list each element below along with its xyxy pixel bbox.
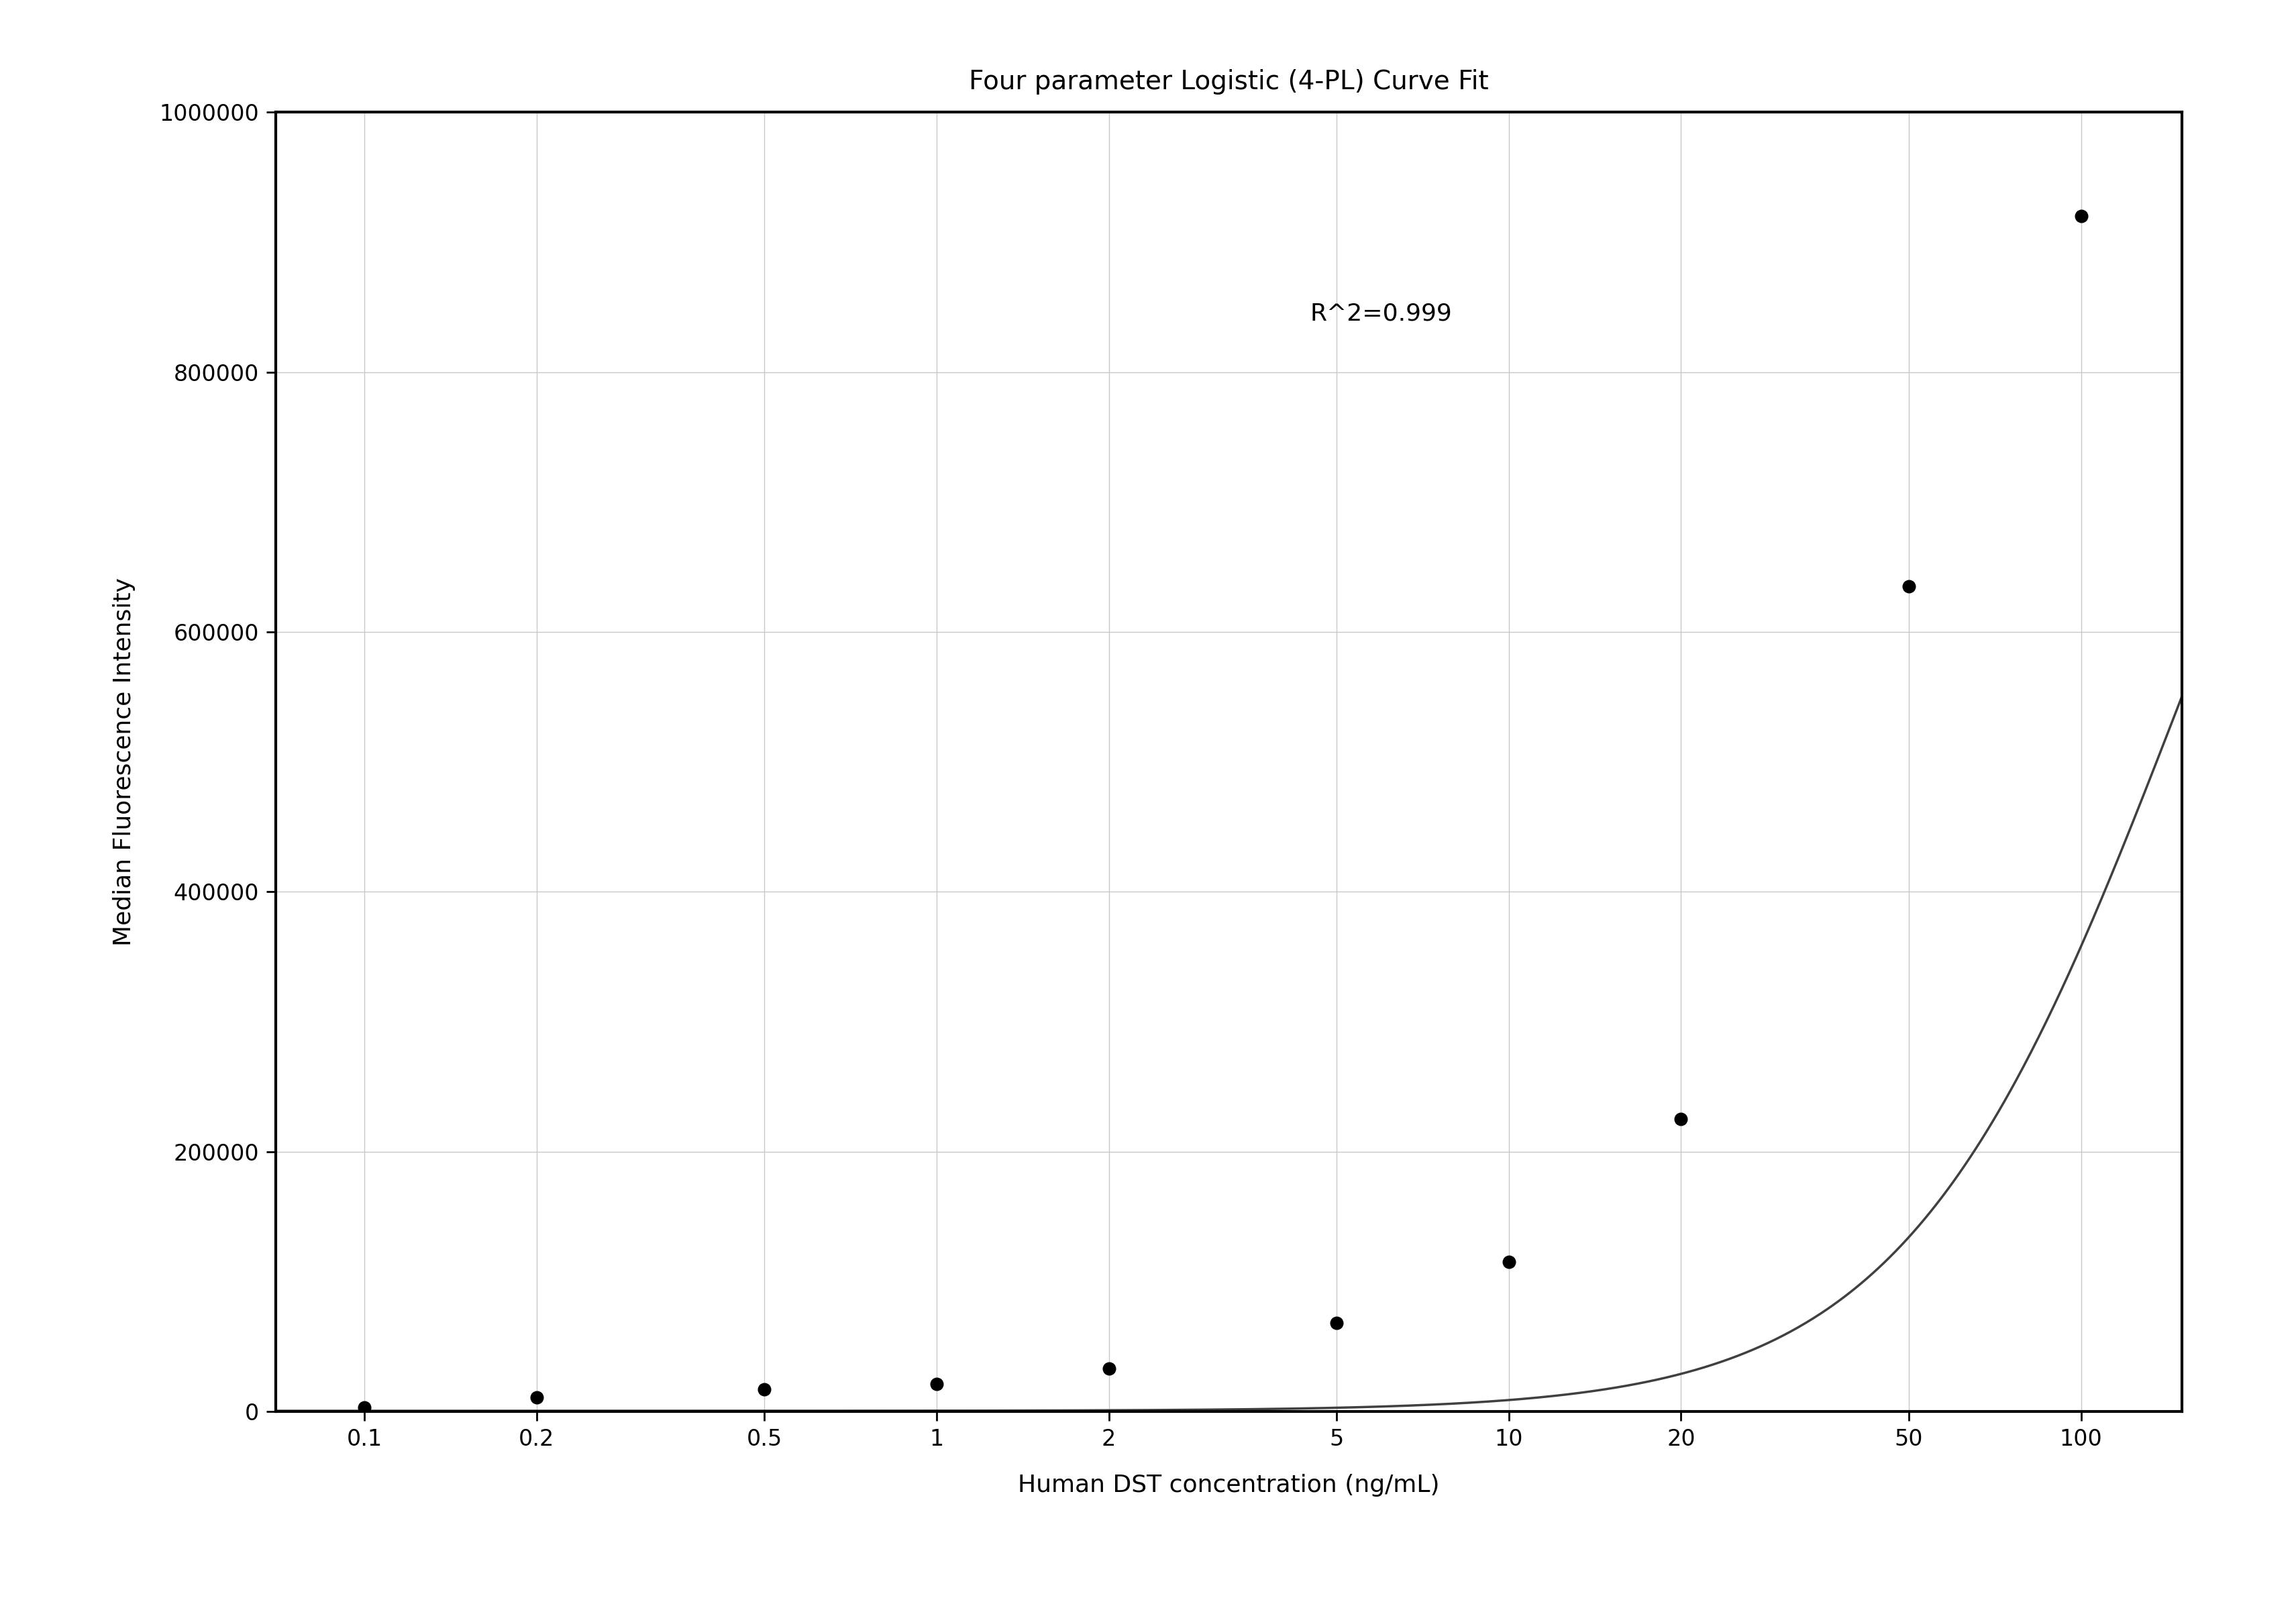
Point [918,1371,955,1397]
Point [1890,574,1926,600]
Point [1490,1250,1527,1275]
Point [1091,1355,1127,1381]
Point [2062,204,2099,229]
Point [1662,1107,1699,1132]
Point [519,1384,556,1410]
Title: Four parameter Logistic (4-PL) Curve Fit: Four parameter Logistic (4-PL) Curve Fit [969,69,1488,95]
Point [347,1395,383,1421]
Point [746,1376,783,1402]
X-axis label: Human DST concentration (ng/mL): Human DST concentration (ng/mL) [1017,1474,1440,1497]
Point [1318,1310,1355,1336]
Y-axis label: Median Fluorescence Intensity: Median Fluorescence Intensity [113,577,135,946]
Text: R^2=0.999: R^2=0.999 [1311,302,1451,326]
